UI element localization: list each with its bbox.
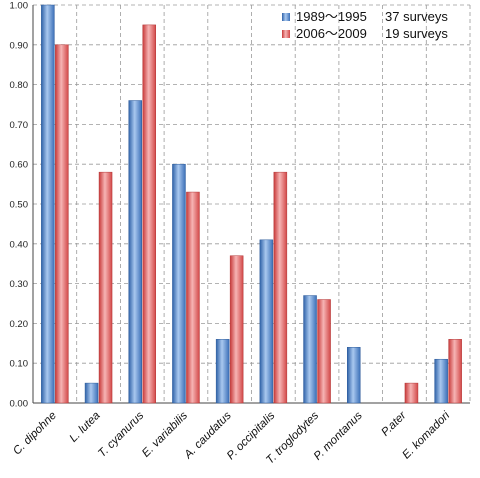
category-label: P.ater bbox=[379, 409, 409, 439]
bar-series-2 bbox=[55, 44, 69, 404]
bar-series-2 bbox=[273, 171, 288, 404]
y-tick-label: 1.00 bbox=[10, 1, 29, 12]
category-label: T. cyanurus bbox=[96, 409, 146, 459]
y-tick-label: 0.40 bbox=[10, 239, 29, 250]
category-label: E. komadori bbox=[400, 409, 452, 461]
category-label: L. lutea bbox=[68, 410, 103, 445]
bars bbox=[41, 4, 462, 404]
legend-label-series-1: 1989〜1995 bbox=[296, 9, 367, 24]
bar-series-2 bbox=[142, 24, 156, 404]
legend-label-series-2: 2006〜2009 bbox=[296, 26, 367, 41]
gridlines bbox=[33, 4, 471, 403]
y-tick-label: 0.50 bbox=[10, 200, 29, 211]
legend-note-series-2: 19 surveys bbox=[385, 26, 448, 41]
bar-series-1 bbox=[172, 163, 186, 404]
bar-series-2 bbox=[317, 299, 331, 404]
y-tick-labels: 0.00 0.10 0.20 0.30 0.40 0.50 0.60 0.70 0.80 0.90… bbox=[10, 1, 29, 410]
bar-series-1 bbox=[347, 347, 361, 404]
y-tick-label: 0.20 bbox=[10, 319, 29, 330]
bar-series-1 bbox=[434, 358, 448, 404]
y-tick-label: 0.90 bbox=[10, 40, 29, 51]
bar-series-2 bbox=[404, 382, 419, 404]
legend-swatch-series-2 bbox=[282, 30, 290, 38]
y-tick-label: 0.30 bbox=[10, 279, 29, 290]
legend-swatch-series-1 bbox=[282, 13, 290, 21]
bar-series-1 bbox=[41, 4, 55, 404]
y-tick-label: 0.60 bbox=[10, 160, 29, 171]
bar-series-1 bbox=[84, 382, 99, 404]
bar-series-2 bbox=[229, 255, 244, 404]
category-label: C. dipohne bbox=[11, 410, 59, 458]
bar-series-1 bbox=[303, 295, 317, 404]
bar-series-1 bbox=[128, 100, 142, 404]
bar-series-2 bbox=[186, 191, 200, 404]
y-tick-label: 0.10 bbox=[10, 359, 29, 370]
bar-series-2 bbox=[448, 339, 462, 404]
bar-series-1 bbox=[259, 239, 274, 404]
y-tick-label: 0.00 bbox=[10, 399, 29, 410]
legend: 1989〜1995 37 surveys 2006〜2009 19 survey… bbox=[282, 9, 448, 41]
bar-series-1 bbox=[215, 339, 230, 404]
legend-note-series-1: 37 surveys bbox=[385, 9, 448, 24]
y-tick-label: 0.70 bbox=[10, 120, 29, 131]
y-tick-label: 0.80 bbox=[10, 80, 29, 91]
bar-series-2 bbox=[98, 171, 113, 404]
